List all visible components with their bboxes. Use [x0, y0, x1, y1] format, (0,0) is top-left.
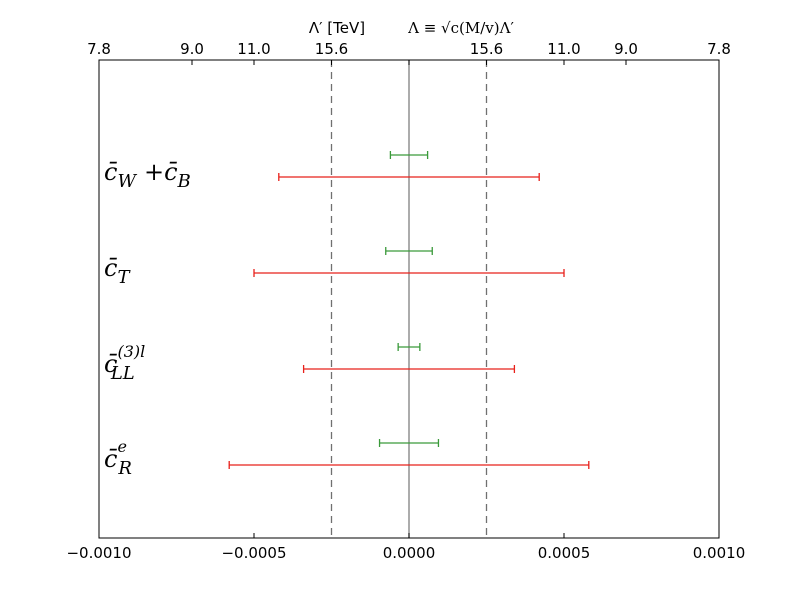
bottom-tick-label: 0.0010	[693, 544, 746, 562]
top-tick-label: 11.0	[237, 40, 270, 58]
top-axis-title: Λ′ [TeV]	[309, 19, 365, 37]
top-tick-label: 15.6	[315, 40, 348, 58]
green-error-bar	[385, 247, 433, 255]
top-tick-label: 7.8	[707, 40, 731, 58]
reference-lines	[330, 60, 488, 538]
top-tick-label: 11.0	[547, 40, 580, 58]
bottom-axis: −0.0010 −0.0005 0.0000 0.0005 0.0010	[66, 60, 745, 562]
row-label: c̄e R	[104, 437, 132, 479]
red-error-bar	[228, 461, 590, 469]
top-tick-label: 7.8	[87, 40, 111, 58]
row-label: c̄W +c̄B	[104, 158, 191, 192]
bottom-tick-label: 0.0005	[538, 544, 591, 562]
row-labels: c̄W +c̄B c̄T c̄(3)l LL c̄e R	[104, 158, 191, 479]
error-bars	[228, 151, 590, 469]
row-label: c̄T	[104, 254, 131, 288]
top-tick-label: 9.0	[180, 40, 204, 58]
top-tick-label: 9.0	[614, 40, 638, 58]
bottom-tick-label: 0.0000	[383, 544, 436, 562]
red-error-bar	[302, 365, 516, 373]
bottom-tick-label: −0.0005	[221, 544, 286, 562]
row-label: c̄(3)l LL	[104, 342, 145, 384]
top-axis: 7.8 9.0 11.0 15.6 15.6 11.0 9.0 7.8	[87, 40, 731, 65]
red-error-bar	[278, 173, 540, 181]
red-error-bar	[253, 269, 565, 277]
bottom-tick-label: −0.0010	[66, 544, 131, 562]
top-tick-label: 15.6	[470, 40, 503, 58]
top-axis-formula: Λ ≡ √c(M/v)Λ′	[407, 19, 514, 37]
green-error-bar	[397, 343, 421, 351]
green-error-bar	[378, 439, 440, 447]
green-error-bar	[389, 151, 429, 159]
